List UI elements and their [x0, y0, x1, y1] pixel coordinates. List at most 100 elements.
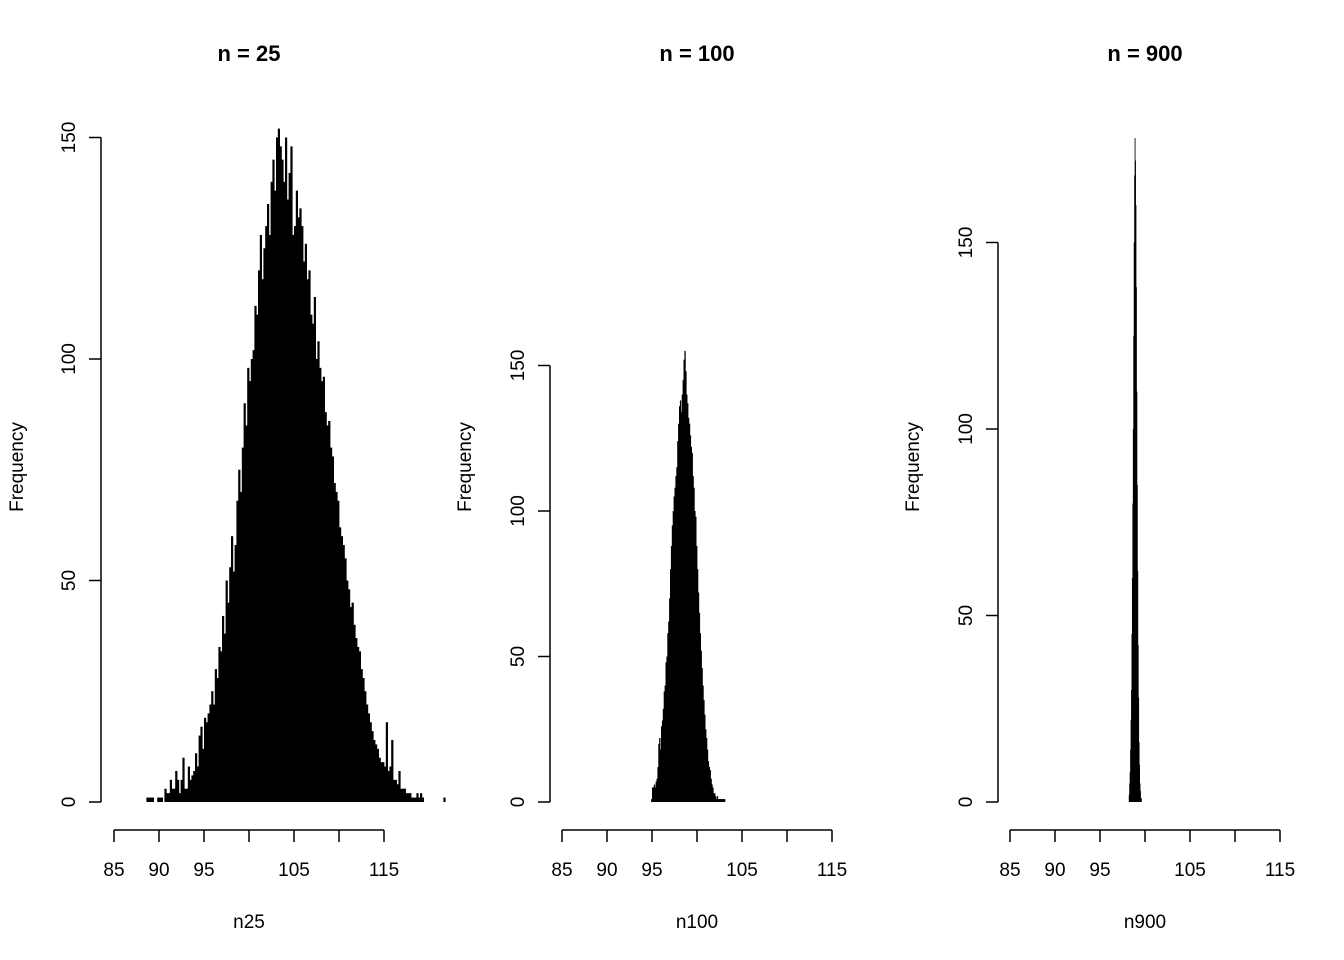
- histogram-bar: [696, 545, 698, 802]
- histogram-bar: [1136, 391, 1138, 802]
- histogram-bar: [1133, 335, 1135, 802]
- histogram-bar: [182, 757, 185, 802]
- histogram-bar: [351, 602, 354, 802]
- y-tick-label: 100: [59, 343, 80, 375]
- histogram-bar: [661, 720, 664, 802]
- histogram-bar: [281, 159, 284, 802]
- histogram-bar: [1129, 772, 1131, 802]
- histogram-bar: [389, 766, 392, 802]
- histogram-bar: [382, 762, 385, 802]
- histogram-bar: [204, 717, 207, 802]
- panel-n900: n = 900 n900 Frequency 0 50 100 150 85 90 95 1…: [903, 41, 1295, 933]
- histogram-bar: [411, 797, 414, 802]
- histogram-bar: [175, 770, 178, 802]
- histogram-bar: [685, 371, 687, 802]
- histogram-bar: [403, 788, 406, 802]
- histogram-bar: [660, 749, 662, 802]
- histogram-bar: [1128, 794, 1130, 802]
- histogram-bar: [268, 234, 271, 802]
- histogram-bar: [666, 656, 668, 802]
- x-tick-label: 115: [817, 860, 847, 881]
- histogram-bar: [214, 669, 217, 802]
- histogram-bar: [1140, 798, 1142, 802]
- histogram-bar: [1133, 242, 1135, 802]
- histogram-bar: [661, 726, 663, 802]
- histogram-bar: [164, 788, 167, 802]
- histogram-bar: [333, 483, 336, 802]
- histogram-bar: [682, 380, 684, 802]
- histogram-bar: [690, 446, 692, 802]
- histogram-bar: [1138, 697, 1140, 802]
- histogram-bar: [659, 737, 661, 802]
- histogram-bar: [177, 779, 180, 802]
- histogram-bar: [655, 781, 657, 802]
- histogram-bar: [258, 270, 261, 802]
- histogram-bar: [724, 799, 726, 802]
- histogram-bar: [277, 128, 280, 802]
- panel-n25: n = 25 n25 Frequency 0 50 100 150 85 90 95 105…: [7, 41, 446, 933]
- histogram-bar: [701, 668, 703, 802]
- histogram-bar: [678, 423, 680, 802]
- x-axis-label: n900: [1124, 912, 1166, 933]
- histogram-bar: [1137, 645, 1139, 802]
- histogram-bar: [676, 467, 678, 802]
- y-tick-label: 100: [508, 495, 529, 527]
- y-tick-label: 150: [508, 350, 529, 382]
- histogram-bar: [692, 476, 694, 802]
- histogram-bar: [186, 788, 189, 802]
- histogram-bar: [229, 567, 232, 802]
- histogram-bar: [297, 217, 300, 803]
- histogram-bar: [380, 762, 383, 802]
- histogram-bar: [193, 770, 196, 802]
- y-axis: 0 50 100 150: [956, 227, 999, 807]
- histogram-bar: [664, 685, 666, 802]
- panel-n100: n = 100 n100 Frequency 0 50 100 150 85 90 95 1…: [455, 41, 847, 933]
- histogram-bar: [236, 500, 239, 802]
- histogram-bar: [677, 441, 679, 802]
- histogram-bar: [698, 612, 701, 802]
- histogram-bar: [652, 787, 655, 802]
- histogram-bar: [699, 633, 701, 802]
- histogram-bar: [391, 739, 394, 802]
- histogram-bar: [317, 341, 320, 802]
- histogram-bar: [222, 615, 225, 802]
- histogram-bar: [707, 761, 710, 802]
- histogram-bar: [721, 799, 723, 802]
- histogram-bar: [308, 270, 311, 802]
- bars: [146, 128, 446, 803]
- x-tick-label: 95: [641, 860, 662, 881]
- histogram-bar: [1132, 503, 1134, 802]
- histogram-bar: [706, 737, 708, 802]
- histogram-bar: [337, 500, 340, 802]
- histogram-bar: [674, 487, 676, 802]
- histogram-bar: [330, 447, 333, 802]
- histogram-bar: [719, 799, 721, 802]
- histogram-bar: [1132, 429, 1134, 802]
- histogram-bar: [654, 787, 656, 802]
- histogram-bar: [663, 691, 665, 802]
- histogram-bar: [207, 713, 210, 802]
- histogram-bar: [313, 296, 316, 802]
- histogram-bar: [1136, 484, 1138, 802]
- histogram-bar: [157, 797, 160, 802]
- histogram-bar: [276, 137, 279, 802]
- histogram-bar: [1130, 749, 1131, 802]
- histogram-bar: [702, 685, 704, 802]
- histogram-bar: [328, 421, 331, 802]
- histogram-bar: [1131, 634, 1133, 802]
- histogram-bar: [263, 248, 266, 802]
- histogram-bar: [716, 796, 719, 802]
- histogram-bar: [394, 779, 397, 802]
- histogram-bar: [339, 527, 342, 802]
- y-axis-label: Frequency: [903, 422, 924, 512]
- histogram-bar: [693, 487, 695, 802]
- histogram-bar: [396, 784, 399, 802]
- histogram-bar: [670, 545, 673, 802]
- histogram-bar: [191, 775, 194, 802]
- y-axis: 0 50 100 150: [59, 122, 102, 807]
- histogram-bar: [665, 662, 667, 802]
- x-axis: 85 90 95 105 115: [999, 829, 1295, 881]
- histogram-bar: [672, 511, 674, 802]
- histogram-bar: [715, 799, 718, 802]
- histogram-bar: [717, 799, 719, 802]
